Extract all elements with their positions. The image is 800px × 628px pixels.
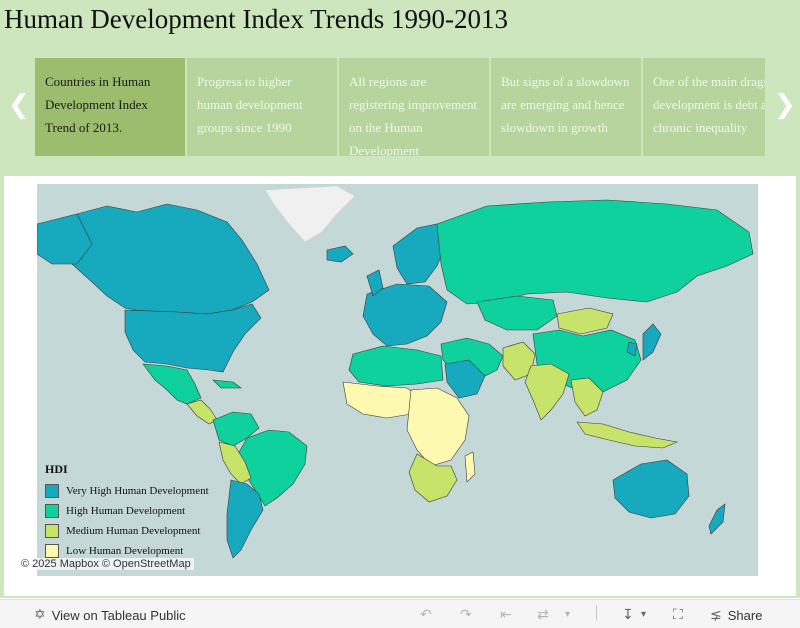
region-scandinavia[interactable] — [392, 223, 448, 285]
view-on-tableau-public-label: View on Tableau Public — [51, 607, 186, 623]
country-india[interactable] — [524, 363, 570, 421]
country-kazakhstan[interactable] — [476, 295, 558, 331]
revert-icon[interactable]: ⇤ — [500, 607, 512, 623]
page-title: Human Development Index Trends 1990-2013 — [4, 4, 508, 34]
story-point-2-text: Progress to higher human development gro… — [197, 74, 303, 135]
legend-label-high: High Human Development — [66, 505, 186, 517]
story-point-1[interactable]: Countries in Human Development Index Tre… — [35, 58, 185, 156]
region-central-america[interactable] — [186, 399, 218, 425]
legend-item-very-high[interactable]: Very High Human Development — [45, 481, 209, 501]
country-usa-alaska[interactable] — [37, 213, 93, 265]
share-button[interactable]: ⪇ Share — [710, 607, 762, 623]
country-iceland[interactable] — [326, 245, 354, 263]
next-point-arrow-icon[interactable]: ❯ — [774, 90, 796, 120]
toolbar-divider — [596, 605, 597, 621]
country-australia[interactable] — [612, 459, 690, 519]
fullscreen-icon[interactable]: ⛶ — [673, 607, 683, 623]
previous-point-arrow-icon[interactable]: ❮ — [8, 90, 30, 120]
story-point-2[interactable]: Progress to higher human development gro… — [187, 58, 337, 156]
map-legend: HDI Very High Human Development High Hum… — [45, 462, 209, 561]
region-north-africa[interactable] — [348, 345, 444, 387]
world-map-canvas — [37, 185, 754, 559]
download-icon[interactable]: ↧ — [622, 607, 634, 623]
osm-attribution-link[interactable]: © OpenStreetMap — [101, 558, 191, 570]
undo-icon[interactable]: ↶ — [420, 607, 432, 623]
country-saudi-arabia[interactable] — [444, 359, 486, 399]
view-on-tableau-public-link[interactable]: ✡ View on Tableau Public — [34, 607, 186, 623]
legend-label-medium: Medium Human Development — [66, 525, 201, 537]
story-point-1-text: Countries in Human Development Index Tre… — [45, 74, 151, 135]
story-point-4[interactable]: But signs of a slowdown are emerging and… — [491, 58, 641, 156]
region-europe[interactable] — [362, 283, 448, 347]
country-mongolia[interactable] — [556, 307, 614, 335]
country-new-zealand[interactable] — [708, 503, 726, 535]
legend-swatch-low — [45, 544, 59, 558]
legend-item-high[interactable]: High Human Development — [45, 501, 209, 521]
refresh-icon[interactable]: ⇄ — [537, 607, 549, 623]
region-peru-bolivia[interactable] — [218, 441, 252, 485]
country-indonesia[interactable] — [576, 421, 679, 449]
country-greenland[interactable] — [264, 185, 356, 243]
download-menu-chevron-down-icon[interactable]: ▾ — [641, 609, 647, 620]
region-southern-africa[interactable] — [408, 453, 458, 503]
legend-swatch-very-high — [45, 484, 59, 498]
country-canada[interactable] — [38, 203, 270, 315]
region-central-east-africa[interactable] — [406, 387, 470, 467]
share-icon: ⪇ — [710, 607, 722, 623]
country-south-korea[interactable] — [626, 341, 638, 357]
share-label: Share — [727, 607, 763, 623]
region-argentina-chile[interactable] — [226, 479, 264, 559]
story-navigator: ❮ Countries in Human Development Index T… — [0, 58, 800, 156]
legend-item-low[interactable]: Low Human Development — [45, 541, 209, 561]
region-southeast-asia[interactable] — [570, 377, 604, 417]
world-map[interactable]: HDI Very High Human Development High Hum… — [37, 184, 758, 576]
story-container: Human Development Index Trends 1990-2013… — [0, 0, 800, 598]
country-cuba[interactable] — [212, 379, 242, 389]
country-russia[interactable] — [436, 199, 754, 305]
legend-label-low: Low Human Development — [66, 545, 184, 557]
legend-title: HDI — [45, 462, 68, 476]
story-point-5[interactable]: One of the main drags on development is … — [643, 58, 765, 156]
legend-swatch-medium — [45, 524, 59, 538]
story-point-3[interactable]: All regions are registering improvement … — [339, 58, 489, 156]
mapbox-attribution-link[interactable]: © 2025 Mapbox — [21, 558, 99, 570]
country-united-kingdom[interactable] — [366, 269, 384, 297]
story-point-4-text: But signs of a slowdown are emerging and… — [501, 74, 630, 135]
refresh-menu-chevron-down-icon[interactable]: ▾ — [565, 609, 571, 620]
legend-item-medium[interactable]: Medium Human Development — [45, 521, 209, 541]
tableau-toolbar: ✡ View on Tableau Public ↶ ↷ ⇤ ⇄ ▾ ↧ ▾ ⛶… — [0, 599, 800, 628]
story-points: Countries in Human Development Index Tre… — [35, 58, 765, 156]
story-point-5-text: One of the main drags on development is … — [653, 74, 765, 135]
country-madagascar[interactable] — [464, 451, 476, 483]
redo-icon[interactable]: ↷ — [460, 607, 472, 623]
country-mexico[interactable] — [142, 363, 202, 405]
map-panel: HDI Very High Human Development High Hum… — [4, 176, 796, 596]
country-usa[interactable] — [124, 303, 262, 373]
tableau-logo-icon: ✡ — [34, 607, 46, 623]
legend-swatch-high — [45, 504, 59, 518]
story-point-3-text: All regions are registering improvement … — [349, 74, 478, 156]
country-japan[interactable] — [642, 323, 662, 361]
legend-label-very-high: Very High Human Development — [66, 485, 209, 497]
map-attribution: © 2025 Mapbox © OpenStreetMap — [18, 558, 194, 570]
